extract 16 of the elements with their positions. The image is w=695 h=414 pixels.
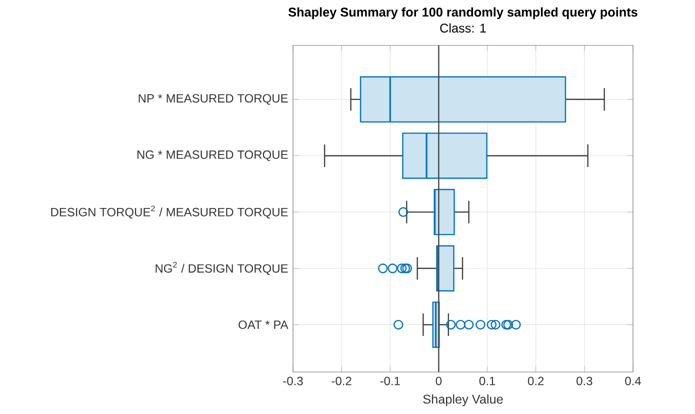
y-tick-label: DESIGN TORQUE$^{2}$ / MEASURED TORQUE — [51, 206, 288, 219]
x-tick-label: 0.2 — [528, 376, 544, 386]
y-tick-label: NP * MEASURED TORQUE — [138, 94, 288, 105]
y-tick-label: OAT * PA — [238, 320, 288, 329]
x-tick-label: 0.1 — [479, 376, 496, 386]
x-tick-label: 0 — [436, 376, 442, 386]
chart-subtitle: Class: 1 — [440, 23, 486, 33]
chart-title: Shapley Summary for 100 randomly sampled query points — [288, 7, 638, 20]
y-tick-label: NG * MEASURED TORQUE — [137, 150, 288, 162]
y-tick-label: NG$^{2}$ / DESIGN TORQUE — [156, 262, 288, 275]
x-tick-label: 0.4 — [625, 376, 641, 386]
x-axis-title: Shapley Value — [423, 394, 503, 406]
x-tick-label: -0.2 — [332, 376, 352, 386]
x-tick-label: -0.1 — [380, 376, 400, 386]
x-tick-label: 0.3 — [576, 376, 592, 386]
x-tick-label: -0.3 — [283, 376, 303, 386]
